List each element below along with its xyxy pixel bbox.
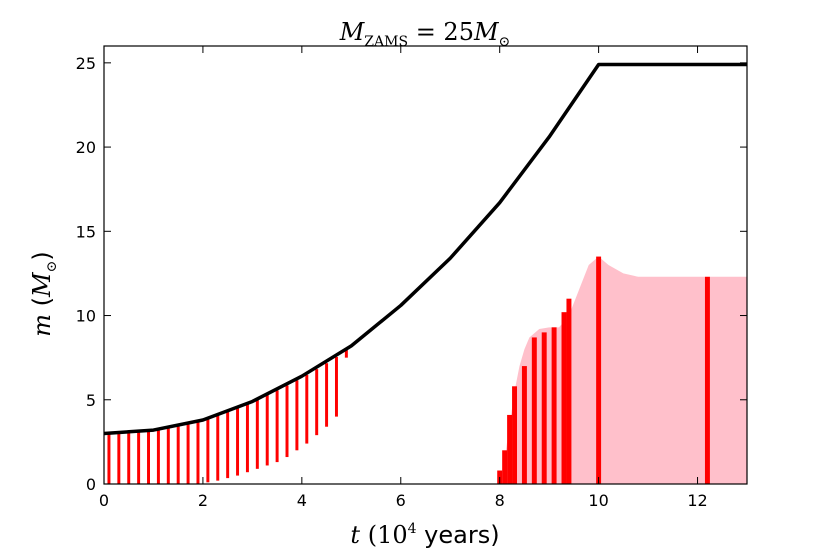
late-zone-layer: [497, 256, 710, 484]
late-zone-bar: [551, 327, 557, 484]
tick-layer: 0 2 4 6 8 10 12 0 5 10 15 20 25: [76, 46, 747, 510]
y-tick-label: 0: [86, 475, 96, 494]
early-zone-bar: [245, 403, 249, 473]
early-zone-bar: [216, 414, 220, 481]
early-zone-bar: [196, 420, 200, 484]
y-tick-label: 15: [76, 222, 96, 241]
late-zone-bar: [704, 276, 710, 484]
early-zone-bar: [275, 390, 279, 463]
y-tick-label: 5: [86, 391, 96, 410]
x-tick-label: 4: [297, 491, 307, 510]
y-tick-label: 25: [76, 54, 96, 73]
early-zone-bar: [305, 374, 309, 444]
x-tick-label: 0: [99, 491, 109, 510]
early-zone-bar: [137, 431, 141, 484]
late-zone-bar: [507, 414, 513, 484]
early-zone-bar: [176, 425, 180, 484]
early-zone-bar: [166, 427, 170, 484]
late-zone-bar: [541, 332, 547, 484]
chart-title: MZAMS = 25M⊙: [339, 18, 511, 50]
early-zone-bar: [186, 423, 190, 484]
early-zone-bar: [156, 429, 160, 484]
early-zone-bar: [236, 407, 240, 476]
late-zone-bar: [596, 256, 602, 484]
early-zone-bar: [206, 417, 210, 483]
early-zone-bar: [147, 430, 150, 484]
early-zone-bar: [226, 411, 230, 479]
x-tick-label: 10: [588, 491, 608, 510]
early-zone-bar: [255, 399, 259, 469]
early-zone-bar: [117, 433, 121, 484]
x-tick-label: 2: [198, 491, 208, 510]
late-zone-bar: [531, 337, 537, 484]
y-tick-label: 20: [76, 138, 96, 157]
late-zone-bar: [512, 386, 518, 484]
late-zone-bar: [521, 366, 527, 484]
early-zone-bar: [265, 395, 269, 466]
early-zone-bar: [107, 433, 111, 484]
early-zone-bar: [334, 356, 338, 417]
early-zone-bar: [315, 369, 319, 436]
y-axis-label: m (M⊙): [28, 251, 60, 336]
early-zone-bar: [325, 363, 329, 427]
mass-curve-layer: [103, 62, 747, 436]
x-tick-label: 6: [396, 491, 406, 510]
late-zone-bar: [561, 312, 567, 484]
early-zone-bar: [285, 385, 289, 458]
early-zone-bar: [295, 380, 299, 451]
x-tick-label: 8: [495, 491, 505, 510]
x-axis-label: t (104 years): [350, 521, 499, 549]
mass-curve: [103, 62, 747, 436]
early-zone-layer: [107, 349, 348, 484]
x-tick-label: 12: [687, 491, 707, 510]
early-zone-bar: [127, 432, 131, 484]
y-tick-label: 10: [76, 307, 96, 326]
plot-frame: [103, 45, 748, 485]
early-zone-bar: [344, 349, 348, 358]
late-zone-bar: [502, 450, 508, 484]
late-zone-bar: [566, 298, 572, 484]
